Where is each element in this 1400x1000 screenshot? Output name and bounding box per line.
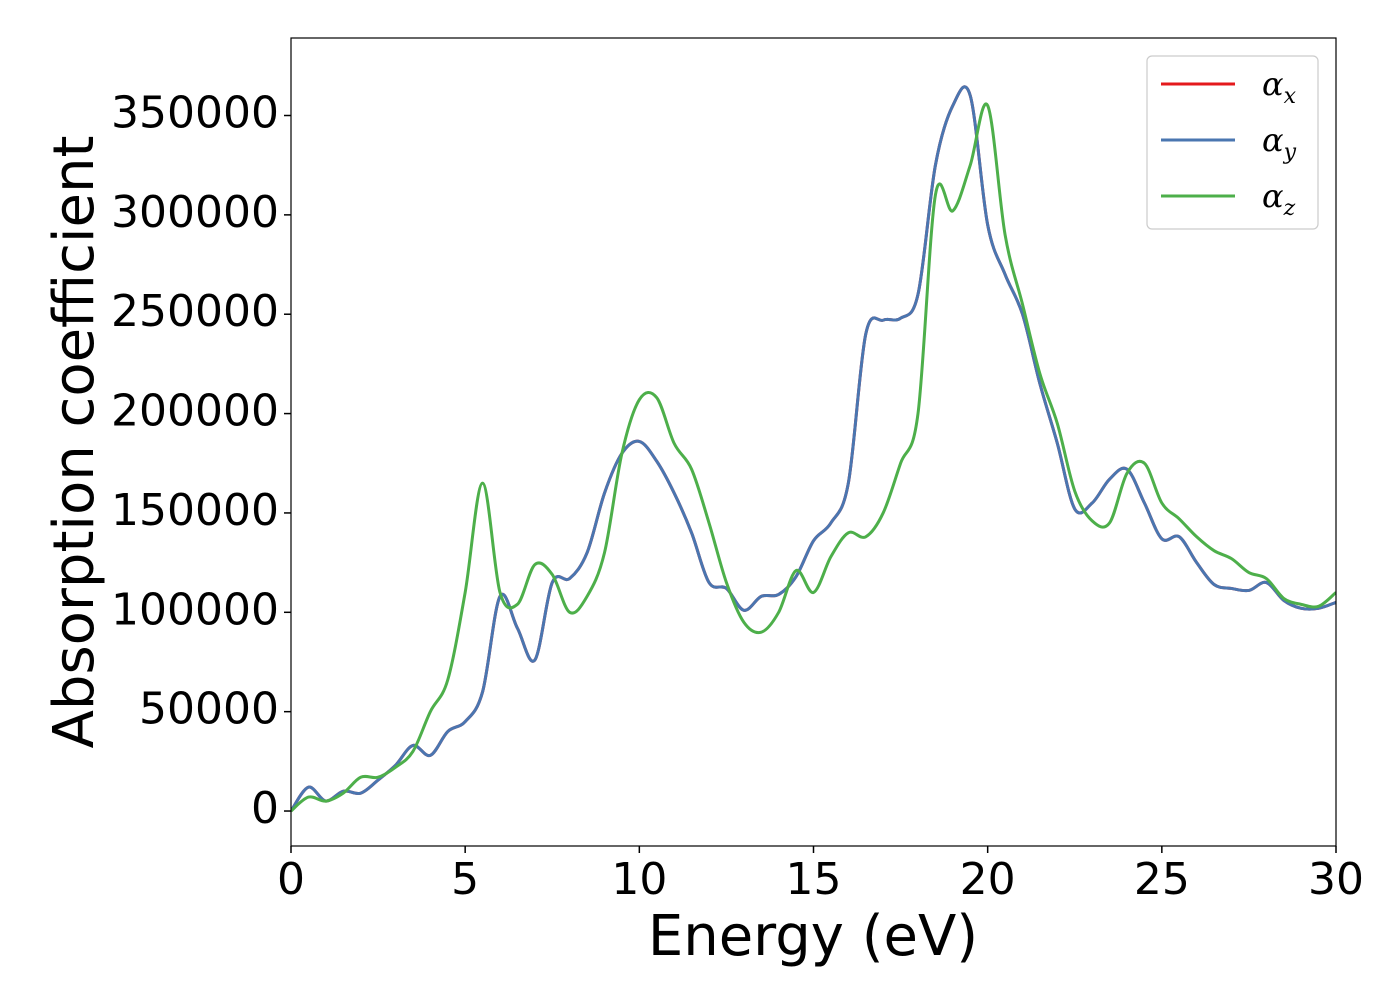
x-tick-label: 5 — [451, 854, 479, 905]
series-line — [291, 85, 1336, 812]
series-line — [291, 102, 1336, 813]
y-tick-label: 200000 — [111, 386, 279, 437]
y-tick-label: 350000 — [111, 88, 279, 139]
x-tick-label: 30 — [1308, 854, 1364, 905]
legend-label: αz — [1262, 177, 1296, 221]
y-tick-label: 50000 — [139, 684, 279, 735]
y-tick-label: 150000 — [111, 485, 279, 536]
x-axis-label: Energy (eV) — [648, 904, 978, 969]
plot-frame — [290, 37, 1337, 847]
x-tick-label: 15 — [786, 854, 842, 905]
legend-label: αy — [1262, 121, 1297, 165]
y-tick-label: 0 — [251, 783, 279, 834]
legend-label: αx — [1262, 65, 1297, 109]
x-tick-label: 25 — [1134, 854, 1190, 905]
x-tick-label: 10 — [611, 854, 667, 905]
legend-box — [1146, 55, 1319, 230]
x-tick-label: 0 — [277, 854, 305, 905]
y-tick-label: 250000 — [111, 286, 279, 337]
y-tick-label: 300000 — [111, 187, 279, 238]
y-axis-label: Absorption coefficient — [42, 136, 107, 749]
y-tick-label: 100000 — [111, 584, 279, 635]
x-tick-label: 20 — [960, 854, 1016, 905]
